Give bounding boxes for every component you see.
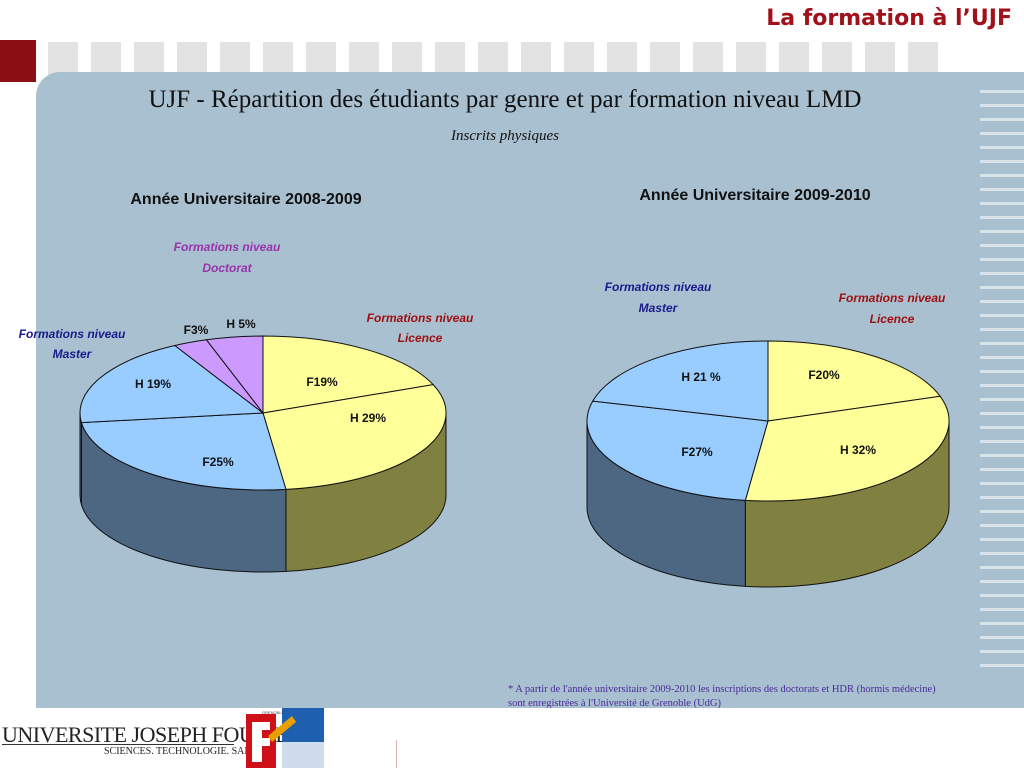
decorative-stripe	[980, 342, 1024, 345]
slice-label-1: H 29%	[350, 411, 386, 425]
decorative-stripe	[980, 300, 1024, 303]
pie-slice-3	[591, 340, 769, 422]
pie-slice-3	[79, 344, 265, 424]
callout-licence-line1: Formations niveau	[367, 311, 474, 325]
callout-licence-line1: Formations niveau	[839, 291, 946, 305]
decorative-stripe	[980, 552, 1024, 555]
decorative-stripe	[980, 118, 1024, 121]
accent-square	[0, 40, 36, 82]
decorative-stripe	[980, 636, 1024, 639]
decorative-stripe	[980, 650, 1024, 653]
slice-label-5: H 5%	[226, 317, 256, 331]
decorative-stripe	[980, 244, 1024, 247]
footer	[0, 708, 1024, 768]
pie-slice-1	[744, 395, 950, 502]
decorative-stripe	[980, 272, 1024, 275]
slice-label-4: F3%	[184, 323, 209, 337]
decorative-stripe	[980, 160, 1024, 163]
pie-slice-1	[262, 384, 447, 490]
decorative-stripe	[980, 594, 1024, 597]
university-tagline: SCIENCES. TECHNOLOGIE. SANTÉ	[104, 746, 264, 757]
decorative-stripe	[980, 384, 1024, 387]
slice-label-1: H 32%	[840, 443, 876, 457]
footnote-line-2: sont enregistrées à l'Université de Gren…	[508, 698, 721, 709]
callout-master-line1: Formations niveau	[605, 280, 712, 294]
decorative-stripe	[980, 356, 1024, 359]
slide-subtitle: Inscrits physiques	[451, 128, 559, 144]
decorative-stripe	[980, 580, 1024, 583]
decorative-stripe	[980, 412, 1024, 415]
decorative-stripe	[980, 454, 1024, 457]
slice-label-0: F20%	[808, 368, 840, 382]
slice-label-2: F25%	[202, 455, 234, 469]
decorative-stripe	[980, 90, 1024, 93]
pie-side-3	[79, 412, 82, 505]
decorative-stripe	[980, 188, 1024, 191]
chart-title: Année Universitaire 2008-2009	[130, 191, 361, 208]
slice-label-3: H 19%	[135, 377, 171, 391]
university-logo-mark: GRENOBLE	[246, 708, 324, 768]
slice-label-0: F19%	[306, 375, 338, 389]
callout-licence-line2: Licence	[398, 331, 443, 345]
decorative-stripe	[980, 468, 1024, 471]
pie-slice-0	[262, 335, 435, 414]
footnote-line-1: * A partir de l'année universitaire 2009…	[508, 684, 936, 695]
decorative-stripe	[980, 230, 1024, 233]
decorative-stripe	[980, 524, 1024, 527]
pie-chart-2008-2009: Année Universitaire 2008-2009 F19% H 29% F…	[19, 191, 474, 573]
callout-master-line2: Master	[639, 301, 679, 315]
pie-chart-2009-2010: Année Universitaire 2009-2010 F20% H 32% F…	[586, 187, 950, 588]
decorative-stripe	[980, 174, 1024, 177]
footer-divider	[396, 740, 397, 768]
decorative-stripe	[980, 328, 1024, 331]
callout-doctorat-line2: Doctorat	[202, 261, 252, 275]
pie-slice-5	[205, 335, 264, 415]
decorative-stripe	[980, 314, 1024, 317]
decorative-stripe	[980, 132, 1024, 135]
decorative-stripe	[980, 104, 1024, 107]
decorative-stripe	[980, 286, 1024, 289]
decorative-stripe	[980, 258, 1024, 261]
decorative-stripe	[980, 440, 1024, 443]
footnote: * A partir de l'année universitaire 2009…	[508, 683, 1008, 711]
callout-licence-line2: Licence	[870, 312, 915, 326]
decorative-stripe	[980, 426, 1024, 429]
callout-master-line1: Formations niveau	[19, 327, 126, 341]
decorative-stripe	[980, 146, 1024, 149]
slice-label-3: H 21 %	[681, 370, 721, 384]
slice-label-2: F27%	[681, 445, 713, 459]
logo-mark-label: GRENOBLE	[262, 710, 285, 715]
chart-title: Année Universitaire 2009-2010	[639, 187, 870, 204]
slide-title: UJF - Répartition des étudiants par genr…	[148, 86, 862, 113]
pie-slice-2	[80, 412, 287, 491]
decorative-stripe	[980, 608, 1024, 611]
decorative-stripe	[980, 398, 1024, 401]
callout-master-line2: Master	[53, 347, 93, 361]
callout-doctorat-line1: Formations niveau	[174, 240, 281, 254]
decorative-stripe	[980, 510, 1024, 513]
pie-slice-0	[767, 340, 942, 422]
decorative-stripe	[980, 496, 1024, 499]
decorative-stripe	[980, 664, 1024, 667]
decorative-stripe	[980, 622, 1024, 625]
decorative-stripe	[980, 482, 1024, 485]
decorative-stripe	[980, 202, 1024, 205]
decorative-stripe	[980, 566, 1024, 569]
pie-slice-2	[586, 400, 769, 501]
header-title: La formation à l’UJF	[766, 6, 1012, 31]
decorative-stripe	[980, 370, 1024, 373]
logo-underline	[2, 744, 234, 745]
decorative-stripe	[980, 216, 1024, 219]
decorative-stripe	[980, 538, 1024, 541]
slide-header: La formation à l’UJF	[0, 0, 1024, 40]
